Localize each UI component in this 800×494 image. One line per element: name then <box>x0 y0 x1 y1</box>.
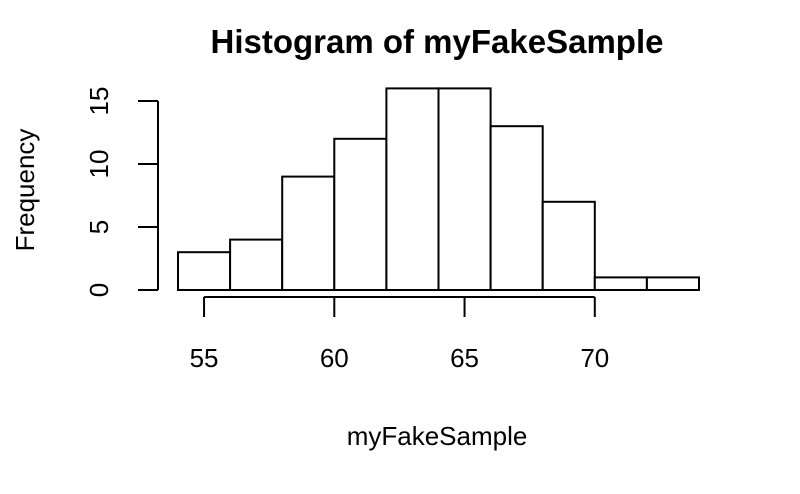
x-axis: 55 60 65 70 <box>190 296 609 373</box>
x-tick-label-2: 65 <box>450 343 479 373</box>
x-tick-label-3: 70 <box>580 343 609 373</box>
bar-7 <box>541 200 596 291</box>
y-tick-label-0: 0 <box>84 283 114 297</box>
bar-6 <box>489 125 544 291</box>
bar-8 <box>593 276 648 291</box>
x-axis-label: myFakeSample <box>347 421 528 451</box>
x-tick-label-0: 55 <box>190 343 219 373</box>
chart-title: Histogram of myFakeSample <box>211 23 664 60</box>
x-tick-label-1: 60 <box>320 343 349 373</box>
y-tick-label-2: 10 <box>84 150 114 179</box>
bar-4 <box>385 87 440 292</box>
bar-2 <box>281 175 336 292</box>
bar-1 <box>229 238 284 292</box>
bar-5 <box>437 87 492 292</box>
y-axis: 0 5 10 15 <box>84 87 159 297</box>
bar-3 <box>333 137 388 291</box>
y-tick-label-3: 15 <box>84 87 114 116</box>
bar-0 <box>177 251 232 291</box>
bar-9 <box>645 276 701 291</box>
bars <box>177 87 701 292</box>
y-tick-label-1: 5 <box>84 220 114 234</box>
y-axis-label: Frequency <box>10 129 40 252</box>
